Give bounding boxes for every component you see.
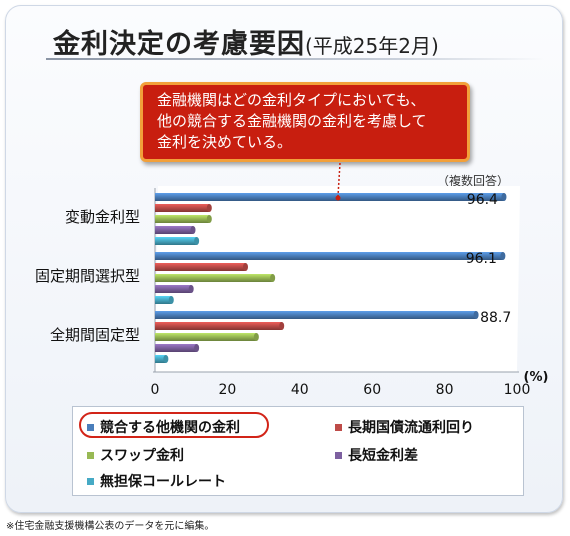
legend-label: 長短金利差 [348,448,418,464]
legend-label: 長期国債流通利回り [348,420,474,436]
callout-pointer-dot [335,195,341,201]
chart-title: 金利決定の考慮要因(平成25年2月) [53,22,439,61]
bar-end [501,193,507,201]
title-underline [46,58,544,60]
category-label: 固定期間選択型 [35,267,140,285]
bar-end [206,204,212,212]
multiple-answer-note: （複数回答） [437,174,510,188]
callout-pointer [337,162,341,197]
callout-line: 他の競合する金融機関の金利を考慮して [157,112,427,130]
legend-label: 競合する他機関の金利 [100,420,240,436]
bar [155,274,273,282]
bar [155,215,210,223]
bar [155,296,172,304]
x-tick-label: 40 [291,382,309,398]
bar-end [190,226,196,234]
legend-item: 長短金利差 [335,445,418,465]
bar-end [473,311,479,319]
bar-end [163,355,169,363]
data-label: 88.7 [480,310,511,326]
bar-end [500,252,506,260]
x-tick-label: 20 [218,382,236,398]
x-tick-label: 100 [504,382,531,398]
legend-highlight-ring [79,412,269,438]
source-footnote: ※住宅金融支援機構公表のデータを元に編集。 [6,521,215,532]
legend-label: スワップ金利 [100,448,184,464]
legend-item: 長期国債流通利回り [335,417,474,437]
data-label: 96.4 [467,192,498,208]
x-tick-label: 60 [363,382,381,398]
legend-swatch [87,423,94,431]
title-date: (平成25年2月) [305,34,439,58]
legend-swatch [335,451,342,459]
legend-swatch [335,423,342,431]
bar-end [194,237,200,245]
bar [155,311,477,319]
bar-end [279,322,285,330]
x-tick-label: 80 [436,382,454,398]
callout-box: 金融機関はどの金利タイプにおいても、 他の競合する金融機関の金利を考慮して 金利… [140,82,470,162]
bar [155,237,197,245]
callout-line: 金利を決めている。 [157,133,293,151]
bar-end [194,344,200,352]
bar [155,322,282,330]
data-label: 96.1 [466,251,497,267]
bar [155,285,192,293]
bar-end [188,285,194,293]
legend: 競合する他機関の金利 長期国債流通利回り スワップ金利 長短金利差 無担保コール… [72,406,524,496]
bar-end [168,296,174,304]
x-tick-label: 0 [151,382,160,398]
legend-label: 無担保コールレート [100,474,226,490]
bar-end [243,263,248,271]
bar [155,333,257,341]
x-axis-unit: (%) [524,370,549,385]
callout-line: 金融機関はどの金利タイプにおいても、 [157,91,426,109]
bar-end [206,215,212,223]
bar-end [270,274,276,282]
legend-item: スワップ金利 [87,445,184,465]
title-main: 金利決定の考慮要因 [53,29,305,60]
bar [155,263,246,271]
bar [155,226,194,234]
bar-end [253,333,259,341]
category-label: 全期間固定型 [50,326,140,344]
legend-swatch [87,477,94,485]
bar [155,204,210,212]
bar [155,252,503,260]
category-label: 変動金利型 [65,208,140,226]
bar [155,355,166,363]
bar [155,193,504,201]
legend-item: 競合する他機関の金利 [87,417,240,437]
legend-item: 無担保コールレート [87,471,226,491]
bar [155,344,197,352]
legend-swatch [87,451,94,459]
